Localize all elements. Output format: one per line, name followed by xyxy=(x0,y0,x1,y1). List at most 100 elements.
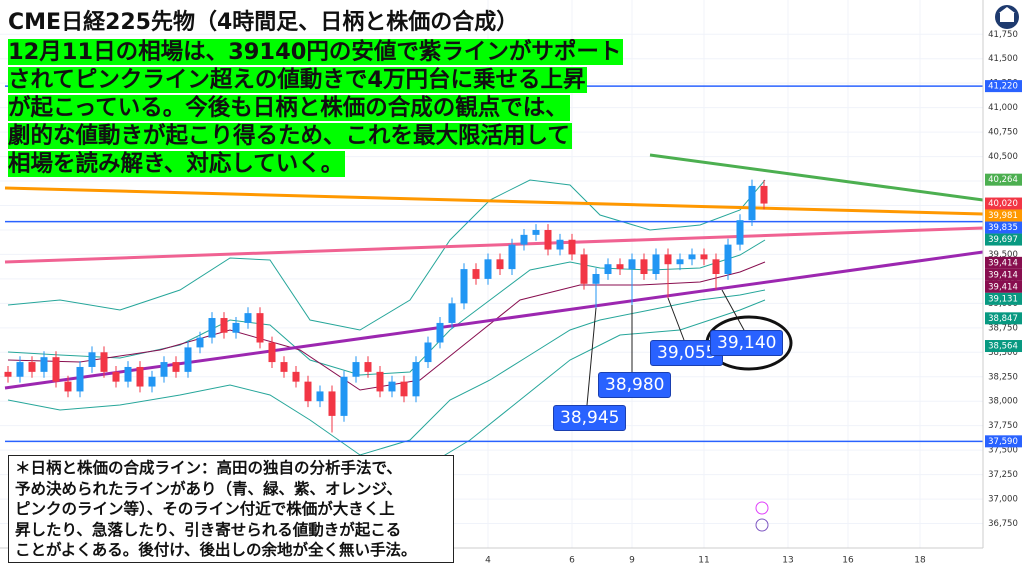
candle-body xyxy=(760,185,768,204)
candle-body xyxy=(544,229,552,250)
price-badge-label: 38,564 xyxy=(988,342,1018,352)
candle-body xyxy=(724,244,732,274)
candle-body xyxy=(424,342,432,363)
callout-label: 39,055 xyxy=(650,340,724,366)
indicators xyxy=(7,179,766,471)
candle-body xyxy=(184,347,192,372)
summary-line: 相場を読み解き、対応していく。 xyxy=(8,150,623,178)
price-badge xyxy=(985,221,1022,234)
candle-body xyxy=(484,259,492,279)
y-tick-label: 37,000 xyxy=(988,495,1018,505)
candle-body xyxy=(508,244,516,270)
bollinger-outer xyxy=(419,299,766,471)
candle-body xyxy=(16,362,24,377)
candle-body xyxy=(148,376,156,387)
price-badge xyxy=(985,197,1022,210)
x-tick-label: 16 xyxy=(842,556,854,566)
y-tick-label: 41,500 xyxy=(988,54,1018,64)
candle-body xyxy=(400,381,408,397)
moving-average xyxy=(7,261,766,391)
logo xyxy=(995,5,1019,29)
event-icon xyxy=(755,501,769,515)
candle-body xyxy=(112,371,120,382)
pointers xyxy=(586,289,745,406)
x-tick-label: 6 xyxy=(569,556,575,566)
y-tick-label: 36,750 xyxy=(988,519,1018,529)
price-badge-label: 39,414 xyxy=(988,282,1018,292)
candle-body xyxy=(256,313,264,343)
candle-body xyxy=(4,371,12,377)
candle-body xyxy=(100,352,108,372)
candle-body xyxy=(76,366,84,392)
price-badge-label: 39,414 xyxy=(988,270,1018,280)
y-tick-label: 37,500 xyxy=(988,446,1018,456)
chart-title: CME日経225先物（4時間足、日柄と株価の合成） xyxy=(8,10,519,35)
price-badge-label: 39,131 xyxy=(988,294,1018,304)
candle-body xyxy=(340,376,348,416)
summary-text: が起こっている。今後も日柄と株価の合成の観点では、 xyxy=(8,95,570,121)
candle-body xyxy=(460,269,468,304)
trend-lines xyxy=(4,153,984,390)
candle-body xyxy=(304,381,312,402)
candle-body xyxy=(628,259,636,270)
candle-body xyxy=(136,366,144,387)
candle-body xyxy=(520,234,528,245)
price-badge-label: 37,590 xyxy=(988,437,1018,447)
price-badge xyxy=(985,209,1022,222)
note-box: ＊日柄と株価の合成ライン：高田の独自の分析手法で、 予め決められたラインがあり（青… xyxy=(8,455,454,563)
candle-body xyxy=(640,259,648,274)
x-tick-label: 4 xyxy=(485,556,491,566)
candle-body xyxy=(472,269,480,279)
candle-body xyxy=(688,254,696,260)
price-badge-label: 39,835 xyxy=(988,223,1018,233)
bollinger-lower xyxy=(7,289,766,456)
y-tick-label: 40,750 xyxy=(988,128,1018,138)
price-badge xyxy=(985,340,1022,353)
y-tick-label: 38,250 xyxy=(988,372,1018,382)
candle-body xyxy=(172,362,180,372)
x-tick-label: 9 xyxy=(629,556,635,566)
candle-body xyxy=(280,362,288,372)
candle-body xyxy=(352,362,360,377)
price-badge-label: 41,220 xyxy=(988,82,1018,92)
note-line: ＊日柄と株価の合成ライン：高田の独自の分析手法で、 xyxy=(15,459,402,477)
y-tick-label: 38,000 xyxy=(988,397,1018,407)
price-badge-label: 40,264 xyxy=(988,175,1018,185)
price-badge xyxy=(985,233,1022,246)
candle-body xyxy=(604,264,612,274)
candle-body xyxy=(328,391,336,416)
candle-body xyxy=(568,239,576,255)
candle-body xyxy=(616,264,624,270)
candle-body xyxy=(268,342,276,363)
price-badge xyxy=(985,173,1022,186)
candle-body xyxy=(412,362,420,397)
y-tick-label: 39,500 xyxy=(988,250,1018,260)
price-labels: 41,220 40,264 40,020 39,981 39,835 39,697 39,4… xyxy=(985,80,1022,448)
y-tick-label: 37,250 xyxy=(988,470,1018,480)
candle-body xyxy=(664,254,672,265)
candle-body xyxy=(436,322,444,343)
candle-body xyxy=(532,229,540,235)
summary-text: 相場を読み解き、対応していく。 xyxy=(8,151,346,177)
y-tick-label: 37,750 xyxy=(988,421,1018,431)
price-badge-label: 40,020 xyxy=(988,199,1018,209)
candle-body xyxy=(580,254,588,284)
green-line xyxy=(649,153,984,202)
candle-body xyxy=(376,371,384,392)
y-tick-label: 38,500 xyxy=(988,348,1018,358)
pointer-line xyxy=(721,289,745,331)
price-badge xyxy=(985,435,1022,448)
price-badge-label: 39,414 xyxy=(988,258,1018,268)
summary-line: が起こっている。今後も日柄と株価の合成の観点では、 xyxy=(8,94,623,122)
price-badge-label: 39,697 xyxy=(988,235,1018,245)
price-badge xyxy=(985,280,1022,293)
candle-body xyxy=(196,337,204,348)
candle-body xyxy=(160,362,168,377)
pointer-line xyxy=(667,297,685,341)
price-badge xyxy=(985,268,1022,281)
summary: 12月11日の相場は、39140円の安値で紫ラインがサポート されてピンクライン超… xyxy=(8,38,624,178)
summary-line: されてピンクライン超えの値動きで4万円台に乗せる上昇 xyxy=(8,66,623,94)
price-badge-label: 39,981 xyxy=(988,211,1018,221)
x-tick-label: 11 xyxy=(698,556,709,566)
